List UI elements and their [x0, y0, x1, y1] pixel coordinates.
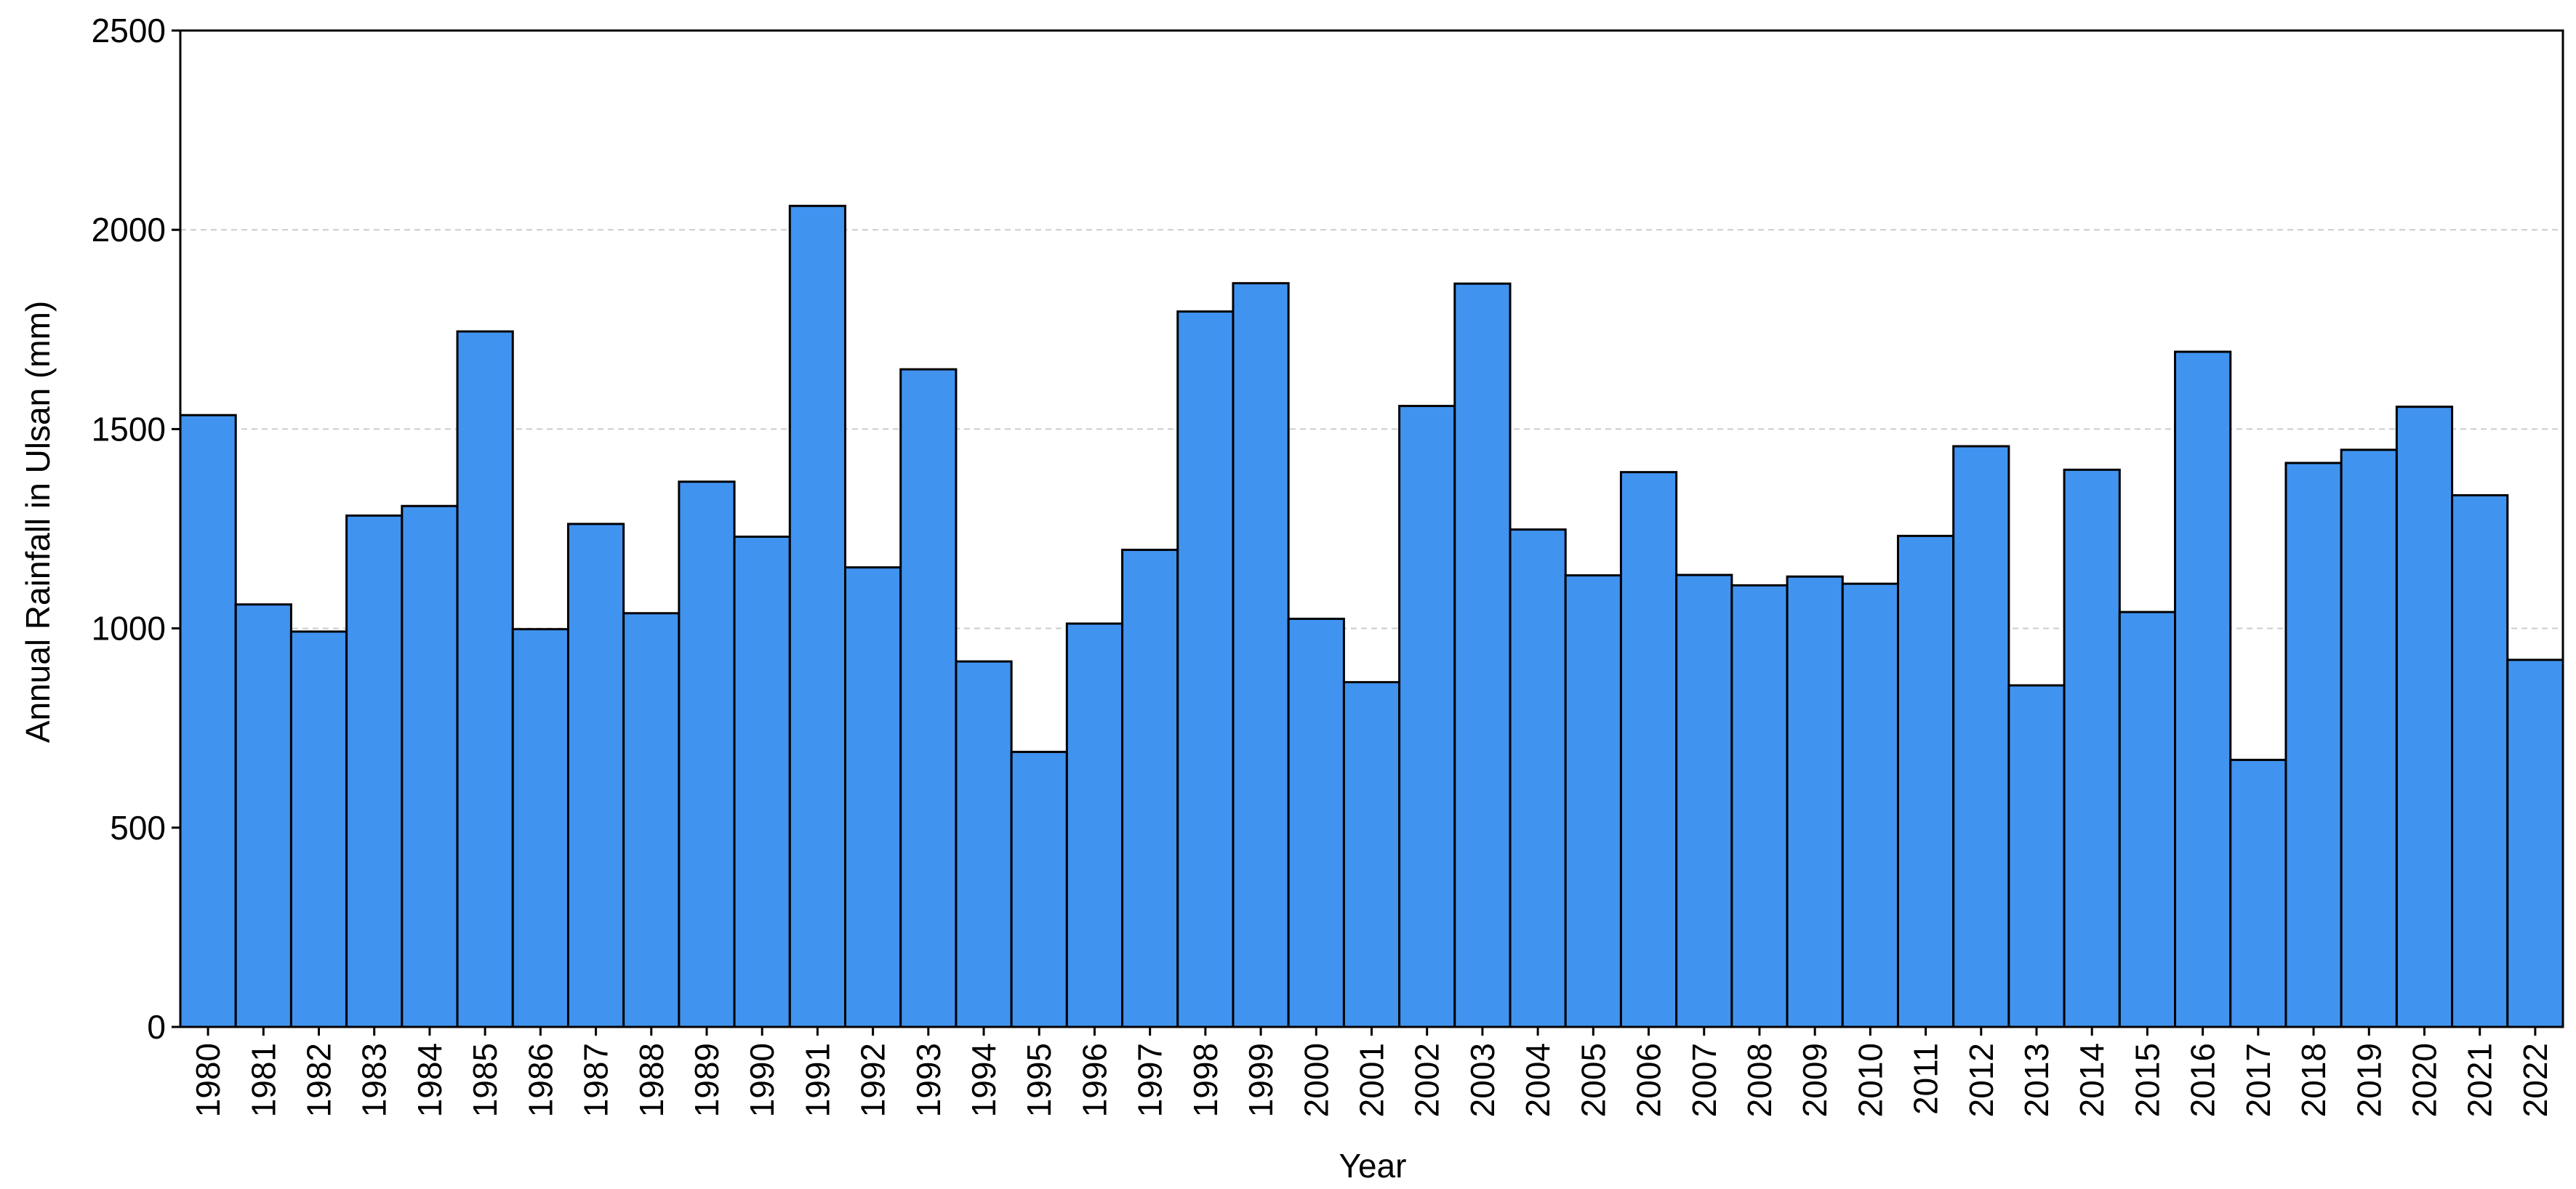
bar-2014 — [2063, 468, 2121, 1028]
x-tick-label: 2001 — [1353, 1043, 1391, 1117]
bar-2001 — [1342, 681, 1401, 1028]
x-tick-label: 1989 — [688, 1043, 726, 1117]
y-tick-label: 500 — [110, 809, 166, 847]
bar-2006 — [1619, 471, 1678, 1028]
x-tick-label: 1982 — [300, 1043, 338, 1117]
bar-1980 — [179, 414, 237, 1028]
x-tick-label: 1987 — [577, 1043, 615, 1117]
x-tick-label: 2015 — [2128, 1043, 2166, 1117]
bar-2004 — [1509, 528, 1567, 1028]
bar-2015 — [2118, 610, 2177, 1028]
bar-2017 — [2229, 759, 2287, 1028]
x-tick-label: 2020 — [2405, 1043, 2443, 1117]
x-tick-label: 2012 — [1962, 1043, 2000, 1117]
bar-2022 — [2506, 658, 2564, 1028]
x-tick-label: 2005 — [1574, 1043, 1612, 1117]
x-tick-label: 1984 — [411, 1043, 449, 1117]
x-tick-label: 1990 — [743, 1043, 781, 1117]
x-tick-label: 1994 — [965, 1043, 1003, 1117]
bar-2007 — [1675, 573, 1733, 1028]
x-tick-label: 2007 — [1685, 1043, 1723, 1117]
x-tick-label: 2016 — [2184, 1043, 2222, 1117]
y-tick-label: 1500 — [92, 410, 166, 448]
x-tick-label: 1998 — [1187, 1043, 1224, 1117]
bar-1995 — [1010, 751, 1068, 1028]
bar-1996 — [1065, 622, 1124, 1028]
x-tick-label: 1980 — [189, 1043, 227, 1117]
bar-1982 — [289, 630, 348, 1028]
x-tick-label: 1993 — [910, 1043, 947, 1117]
x-tick-label: 1988 — [633, 1043, 670, 1117]
x-tick-label: 1997 — [1131, 1043, 1169, 1117]
bar-1998 — [1176, 310, 1235, 1028]
y-tick-label: 2000 — [92, 211, 166, 249]
x-tick-label: 2006 — [1630, 1043, 1668, 1117]
bar-1992 — [844, 566, 902, 1028]
x-tick-label: 2014 — [2073, 1043, 2111, 1117]
x-tick-label: 2013 — [2018, 1043, 2055, 1117]
x-tick-label: 2003 — [1464, 1043, 1501, 1117]
x-tick-label: 2011 — [1907, 1043, 1945, 1115]
bar-1988 — [622, 612, 681, 1028]
bar-1983 — [345, 514, 404, 1028]
x-tick-label: 2019 — [2350, 1043, 2388, 1117]
x-tick-label: 2000 — [1297, 1043, 1335, 1117]
bar-2009 — [1786, 575, 1844, 1028]
bar-2013 — [2007, 684, 2066, 1028]
x-tick-label: 2010 — [1851, 1043, 1889, 1117]
bar-1984 — [401, 504, 459, 1028]
bar-1985 — [456, 330, 514, 1028]
bar-2012 — [1952, 445, 2010, 1028]
x-axis-title: Year — [1339, 1147, 1407, 1185]
y-tick-label: 2500 — [92, 12, 166, 49]
bar-2011 — [1896, 534, 1955, 1028]
x-tick-label: 2021 — [2461, 1043, 2499, 1117]
x-tick-label: 2004 — [1519, 1043, 1557, 1117]
bar-2021 — [2451, 493, 2509, 1028]
bars — [179, 204, 2564, 1028]
x-tick-label: 1985 — [466, 1043, 504, 1117]
x-tick-label: 1999 — [1242, 1043, 1280, 1117]
x-tick-label: 2017 — [2239, 1043, 2277, 1117]
x-tick-label: 1996 — [1075, 1043, 1113, 1117]
x-tick-label: 1983 — [356, 1043, 393, 1117]
bar-1989 — [678, 480, 736, 1028]
x-tick-label: 1995 — [1020, 1043, 1058, 1117]
y-tick-label: 1000 — [92, 610, 166, 648]
x-tick-label: 1986 — [521, 1043, 559, 1117]
bar-1994 — [955, 660, 1013, 1028]
bar-1993 — [899, 368, 958, 1028]
bar-1986 — [511, 628, 569, 1028]
bar-1981 — [234, 603, 292, 1028]
bar-1987 — [566, 523, 625, 1028]
bar-2019 — [2340, 448, 2398, 1028]
x-tick-label: 1992 — [854, 1043, 892, 1117]
x-tick-label: 2008 — [1741, 1043, 1778, 1117]
bar-2002 — [1398, 405, 1456, 1028]
x-tick-label: 2009 — [1796, 1043, 1834, 1117]
bar-2018 — [2284, 462, 2343, 1028]
bar-1990 — [733, 535, 791, 1028]
x-tick-label: 2002 — [1408, 1043, 1446, 1117]
bar-2010 — [1841, 582, 1899, 1028]
bar-1997 — [1121, 549, 1179, 1028]
bar-2003 — [1453, 282, 1512, 1028]
x-tick-label: 2022 — [2516, 1043, 2554, 1117]
y-axis-title: Annual Rainfall in Ulsan (mm) — [19, 301, 57, 743]
bar-1991 — [788, 204, 847, 1028]
x-tick-label: 2018 — [2295, 1043, 2332, 1117]
x-axis-ticks: 1980 1981 1982 1983 1984 1985 1986 1987 1988 1989… — [189, 1027, 2554, 1117]
y-tick-label: 0 — [147, 1008, 166, 1046]
x-tick-label: 1991 — [798, 1043, 836, 1117]
y-axis-ticks: 0 500 1000 1500 2000 2500 — [92, 12, 180, 1046]
bar-2005 — [1564, 574, 1622, 1028]
x-tick-label: 1981 — [244, 1043, 282, 1117]
bar-1999 — [1232, 282, 1290, 1028]
bar-2016 — [2174, 350, 2232, 1028]
bar-2020 — [2395, 406, 2454, 1028]
bar-2000 — [1287, 617, 1345, 1028]
bar-2008 — [1730, 584, 1789, 1028]
